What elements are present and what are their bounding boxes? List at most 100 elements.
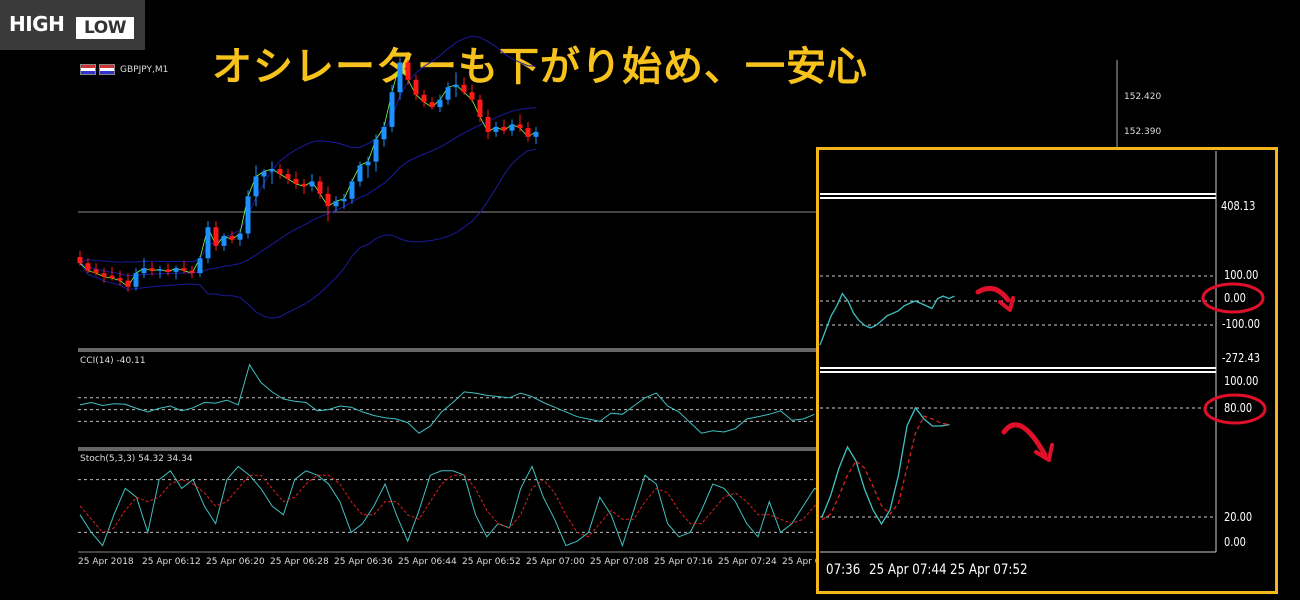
time-label: 25 Apr 07:00 (526, 557, 585, 567)
zoom-time-label: 25 Apr 07:52 (950, 562, 1028, 578)
zoom-time-label: 07:36 (826, 562, 861, 578)
zoom-cci-high-label: 100.00 (1224, 268, 1259, 282)
candle-body (181, 268, 187, 271)
candle-body (445, 87, 451, 100)
candle-body (485, 117, 491, 132)
candle-body (381, 126, 387, 140)
symbol-text: GBPJPY,M1 (120, 64, 169, 75)
candle-body (533, 131, 539, 137)
candle-body (109, 275, 115, 279)
candle-body (357, 165, 363, 182)
candle-body (189, 270, 195, 274)
candle-body (341, 198, 347, 202)
price-label: 152.390 (1124, 127, 1162, 137)
candle-body (493, 126, 499, 132)
candle-body (77, 257, 83, 264)
cci-indicator-label: CCI(14) -40.11 (80, 356, 146, 366)
candle-body (501, 126, 507, 131)
annotation-circle (1201, 282, 1265, 314)
zoom-cci-low-label: -100.00 (1222, 317, 1260, 331)
candle-body (141, 268, 147, 274)
time-label: 25 Apr 07:32 (782, 557, 841, 567)
candle-body (101, 273, 107, 277)
zoom-highlight-box (816, 147, 1278, 594)
price-label: 152.420 (1124, 92, 1162, 102)
candle-body (429, 102, 435, 108)
candle-body (325, 193, 331, 207)
zoom-stoch-main-line (821, 406, 950, 526)
flag-icon (80, 64, 96, 75)
arrowhead-annotation (998, 296, 1015, 312)
headline: オシレーターも下がり始め、一安心 (212, 44, 868, 90)
candle-body (125, 280, 131, 287)
candle-body (165, 269, 171, 272)
flag-icon (99, 64, 115, 75)
candle-body (173, 268, 179, 272)
time-label: 25 Apr 2018 (78, 557, 134, 567)
time-label: 25 Apr 06:36 (334, 557, 393, 567)
candle-body (525, 128, 531, 137)
time-label: 25 Apr 07:16 (654, 557, 713, 567)
candle-body (149, 268, 155, 271)
close-line (79, 61, 537, 288)
candle-body (461, 84, 467, 93)
candle-body (293, 178, 299, 184)
zoom-stoch-signal-line (821, 415, 950, 521)
stoch-signal-line (79, 474, 838, 538)
bollinger-middle (79, 107, 537, 277)
candle-body (317, 181, 323, 194)
time-label: 25 Apr 06:44 (398, 557, 457, 567)
down-arrow-annotation (1001, 422, 1048, 458)
candle-body (413, 79, 419, 95)
candle-body (509, 124, 515, 131)
time-label: 25 Apr 06:20 (206, 557, 265, 567)
bollinger-lower (79, 148, 537, 319)
candle-body (277, 169, 283, 174)
time-label: 25 Apr 06:52 (462, 557, 521, 567)
candle-body (253, 176, 259, 197)
time-label: 25 Apr 06:12 (142, 557, 201, 567)
candle-body (349, 181, 355, 199)
candle-body (157, 269, 163, 271)
zoom-stoch-high-label: 80.00 (1224, 401, 1253, 415)
candle-body (421, 94, 427, 103)
logo-low-text: LOW (76, 17, 134, 39)
zoom-cci-bottom-label: -272.43 (1222, 351, 1260, 365)
candle-body (469, 92, 475, 100)
zoom-time-label: 25 Apr 07:44 (869, 562, 947, 578)
zoom-stoch-low-label: 20.00 (1224, 510, 1253, 524)
candle-body (437, 99, 443, 108)
symbol-label: GBPJPY,M1 (80, 64, 168, 75)
candle-body (93, 269, 99, 274)
stoch-main-line (79, 465, 838, 548)
candle-body (453, 84, 459, 88)
stoch-indicator-label: Stoch(5,3,3) 54.32 34.34 (80, 454, 193, 464)
highlow-logo: HIGH LOW (0, 0, 145, 50)
candle-body (405, 62, 411, 80)
time-label: 25 Apr 07:08 (590, 557, 649, 567)
candle-body (301, 183, 307, 187)
candle-body (245, 196, 251, 234)
candle-body (221, 235, 227, 246)
candle-body (517, 124, 523, 129)
candle-body (229, 235, 235, 240)
zoom-cci-top-label: 408.13 (1221, 199, 1256, 213)
candle-body (333, 201, 339, 207)
candle-body (389, 92, 395, 127)
candle-body (85, 263, 91, 271)
cci-line (79, 363, 815, 434)
candle-body (373, 139, 379, 162)
candle-body (365, 161, 371, 166)
candle-body (261, 171, 267, 177)
arrowhead-annotation (1034, 443, 1054, 462)
candle-body (213, 227, 219, 246)
zoom-stoch-zero-label: 0.00 (1224, 535, 1246, 549)
candle-body (397, 62, 403, 93)
logo-high-text: HIGH (9, 12, 65, 36)
zoom-cci-line (819, 292, 955, 346)
bollinger-upper (79, 35, 537, 264)
time-label: 25 Apr 07:24 (718, 557, 777, 567)
candle-body (205, 227, 211, 259)
candle-body (477, 99, 483, 117)
